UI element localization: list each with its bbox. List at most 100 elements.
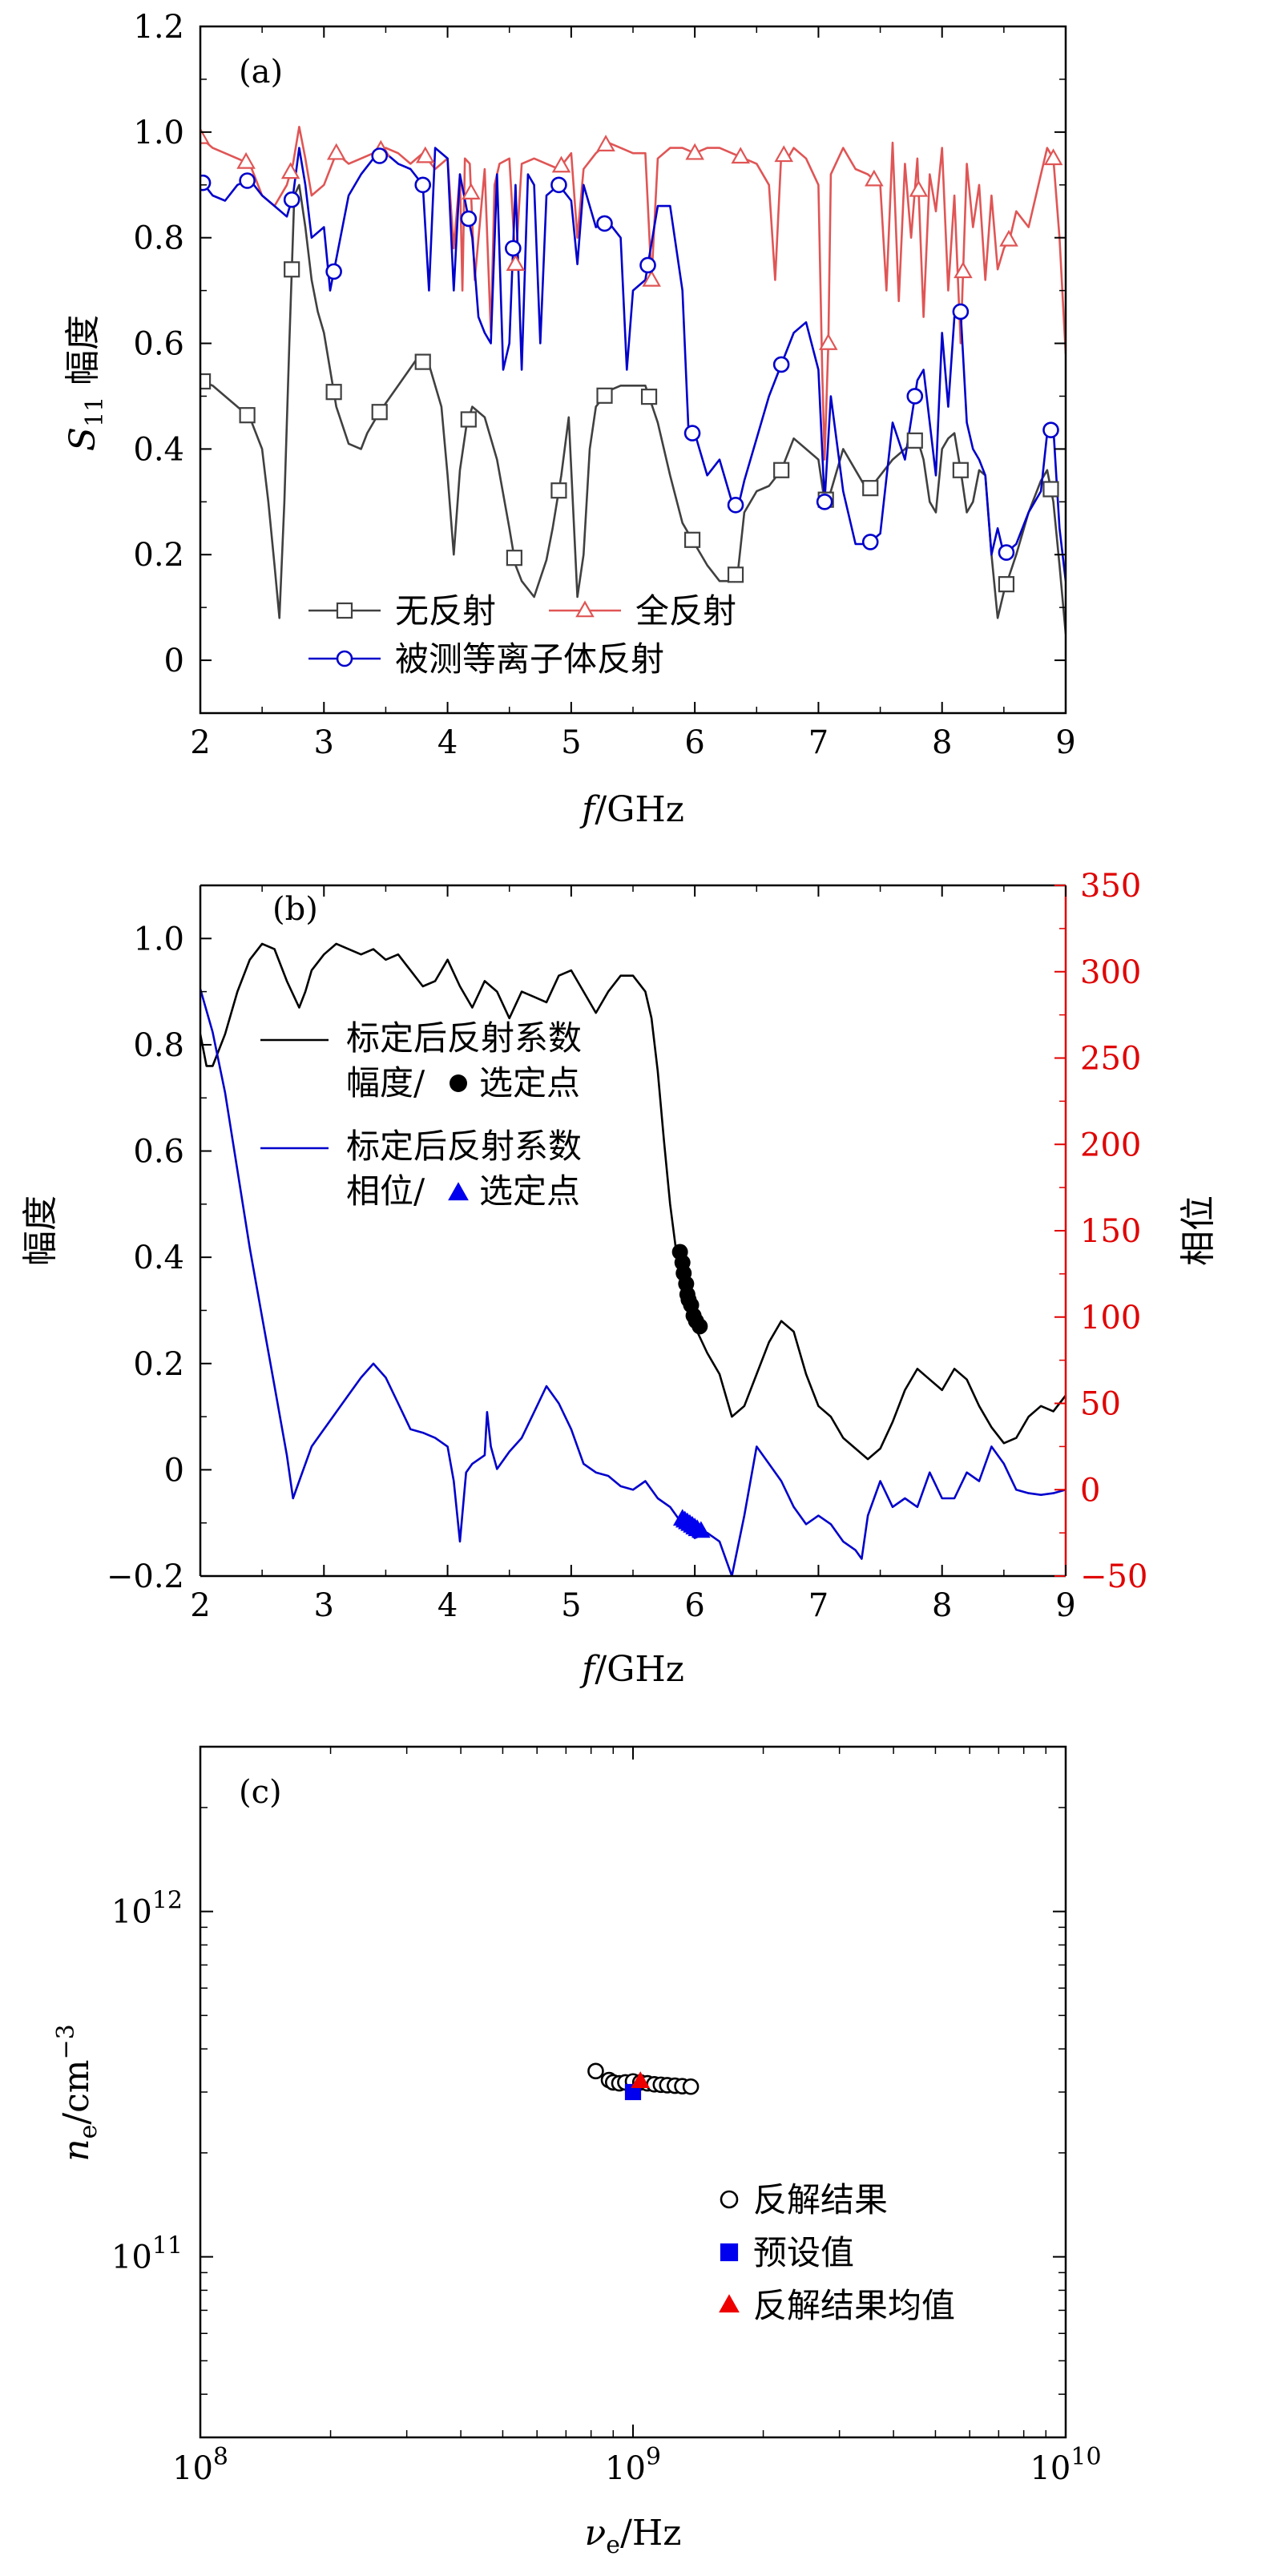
y2-tick-label: 250 <box>1080 1041 1141 1078</box>
y2-tick-label: 100 <box>1080 1300 1141 1336</box>
x-tick-label: 2 <box>190 1587 210 1624</box>
data-marker <box>999 229 1018 247</box>
legend-label: 全反射 <box>635 591 736 631</box>
y-tick-label: 0.2 <box>133 1346 184 1383</box>
data-marker <box>414 353 431 370</box>
y-tick-label: 0.4 <box>133 1240 184 1276</box>
y2-tick-label: 0 <box>1080 1472 1100 1509</box>
legend-label: 被测等离子体反射 <box>395 639 664 679</box>
y-tick-label: 1.0 <box>133 921 184 957</box>
x-tick-label: 3 <box>314 1587 334 1624</box>
legend-label-line2: 相位/ <box>346 1171 425 1211</box>
data-marker <box>200 174 212 191</box>
y-tick-label: 0 <box>164 643 184 679</box>
panel-c-x-axis-title: νe/Hz <box>585 2513 682 2559</box>
data-marker <box>460 210 478 228</box>
x-tick-label: 9 <box>1055 1587 1075 1624</box>
legend-label: 反解结果均值 <box>753 2286 955 2325</box>
data-marker <box>683 425 701 441</box>
panel-b: −0.2 0 0.2 0.4 0.6 0.8 1.0 −50 0 50 100 150 200 250 30… <box>20 868 1219 1690</box>
data-marker <box>551 155 571 173</box>
data-marker <box>818 333 838 350</box>
scatter-point <box>682 2078 700 2095</box>
x-tick-label: 8 <box>932 724 952 761</box>
data-marker <box>816 494 833 510</box>
legend-marker <box>450 1074 467 1092</box>
data-marker <box>683 531 701 548</box>
x-tick-label: 7 <box>808 724 829 761</box>
data-marker <box>998 544 1015 561</box>
data-marker <box>371 404 388 421</box>
y-tick-label: 0.2 <box>133 537 184 574</box>
series-line-2 <box>200 147 1066 582</box>
legend-marker <box>336 650 353 667</box>
y-tick-label: 1011 <box>111 2232 183 2276</box>
y-tick-label: −0.2 <box>107 1558 184 1595</box>
data-marker <box>906 388 924 405</box>
x-tick-label: 6 <box>684 1587 704 1624</box>
data-marker <box>865 169 884 187</box>
y2-tick-label: 150 <box>1080 1213 1141 1250</box>
data-marker <box>239 172 256 189</box>
x-tick-label: 4 <box>437 1587 458 1624</box>
panel-a: 0 0.2 0.4 0.6 0.8 1.0 1.2 2 3 4 5 6 7 8 9 (a) S11 幅度 f… <box>62 9 1076 830</box>
data-marker <box>952 303 970 320</box>
data-marker <box>640 389 658 405</box>
data-marker <box>325 384 342 401</box>
x-tick-label: 3 <box>314 724 334 761</box>
data-marker <box>998 576 1015 593</box>
data-marker <box>371 147 389 164</box>
selected-amplitude-point <box>691 1318 708 1335</box>
scatter-point <box>631 2071 650 2089</box>
data-marker <box>506 550 522 566</box>
x-tick-label: 109 <box>605 2443 661 2487</box>
data-marker <box>596 387 613 404</box>
legend-label: 无反射 <box>395 591 496 631</box>
data-marker <box>861 534 879 550</box>
data-marker <box>727 566 744 583</box>
data-marker <box>685 143 704 160</box>
panel-c-label: (c) <box>239 1774 282 1811</box>
data-marker <box>414 176 432 194</box>
legend-label: 预设值 <box>753 2233 854 2272</box>
data-marker <box>862 480 879 497</box>
data-marker <box>550 482 567 499</box>
data-marker <box>909 179 929 197</box>
data-marker <box>326 143 346 160</box>
x-tick-label: 8 <box>932 1587 952 1624</box>
data-marker <box>727 496 744 514</box>
y-tick-label: 0.8 <box>133 1027 184 1064</box>
panel-a-label: (a) <box>239 54 283 91</box>
y-tick-label: 0.8 <box>133 220 184 257</box>
data-marker <box>774 145 794 163</box>
data-marker <box>952 462 969 478</box>
data-marker <box>596 135 615 151</box>
y2-tick-label: 350 <box>1080 868 1141 905</box>
legend-marker <box>720 2190 739 2209</box>
y-tick-label: 0.6 <box>133 1134 184 1171</box>
legend-marker <box>448 1182 469 1201</box>
panel-c-y-axis-title: ne/cm−3 <box>52 2024 103 2162</box>
data-marker <box>506 254 526 271</box>
panel-a-x-axis-title: f/GHz <box>579 789 684 830</box>
data-marker <box>460 411 477 428</box>
data-marker <box>954 261 973 279</box>
legend-suffix: 选定点 <box>479 1063 580 1103</box>
data-marker <box>284 261 300 278</box>
panel-b-y-axis-title: 幅度 <box>20 1195 61 1266</box>
legend-label-line2: 幅度/ <box>346 1063 425 1103</box>
x-tick-label: 5 <box>561 1587 581 1624</box>
panel-b-x-axis-title: f/GHz <box>579 1649 684 1690</box>
legend-marker <box>720 2243 739 2262</box>
series-line-0 <box>200 942 1066 1461</box>
y2-tick-label: 50 <box>1080 1386 1121 1423</box>
x-tick-label: 9 <box>1055 724 1075 761</box>
data-marker <box>200 373 212 390</box>
data-marker <box>642 269 661 287</box>
panel-c: 108 109 1010 1011 1012 (c) ne/cm−3 νe/Hz 反解结… <box>52 1745 1102 2559</box>
data-marker <box>1042 481 1059 498</box>
data-marker <box>639 256 656 274</box>
